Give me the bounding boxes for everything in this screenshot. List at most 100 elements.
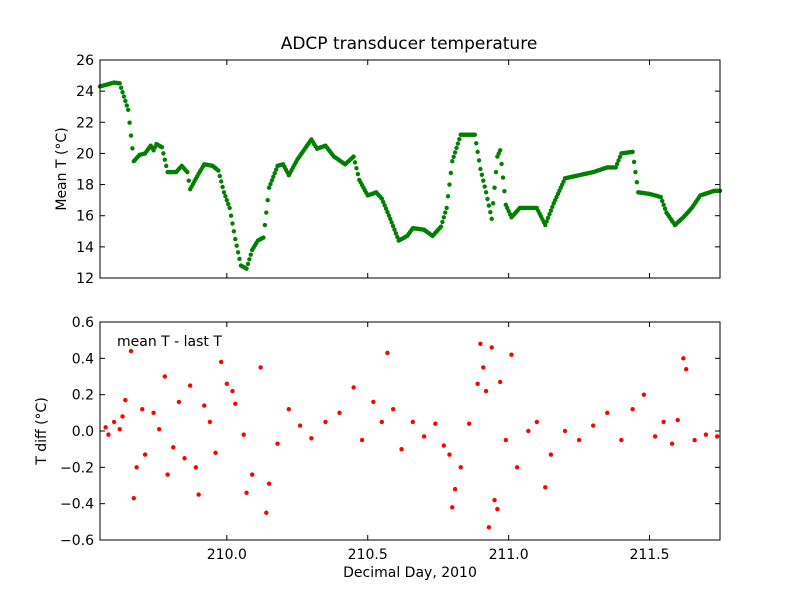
top-point xyxy=(490,201,496,206)
bottom-point xyxy=(156,426,162,432)
bottom-point xyxy=(176,399,182,405)
top-axes-frame xyxy=(99,59,721,279)
top-point xyxy=(633,169,638,175)
top-point xyxy=(233,236,238,242)
top-point xyxy=(248,252,253,257)
top-point xyxy=(440,219,445,225)
bottom-point xyxy=(309,436,314,441)
top-point xyxy=(383,206,389,211)
bottom-point xyxy=(458,465,463,470)
top-point xyxy=(164,163,169,169)
bottom-xtick-label: 211.0 xyxy=(489,547,529,563)
bottom-point xyxy=(111,419,117,425)
top-point xyxy=(389,220,394,225)
bottom-point xyxy=(385,350,390,356)
top-point xyxy=(613,165,618,170)
bottom-point xyxy=(275,441,280,446)
top-point xyxy=(393,231,399,236)
bottom-y-axis-title: T diff (°C) xyxy=(34,397,50,466)
top-point xyxy=(630,149,635,155)
x-axis-title: Decimal Day, 2010 xyxy=(343,565,477,581)
top-point xyxy=(474,141,479,146)
top-point xyxy=(386,213,392,218)
top-point xyxy=(662,206,668,211)
bottom-point xyxy=(661,419,666,425)
top-point xyxy=(162,157,168,162)
bottom-point xyxy=(286,407,292,412)
bottom-annotation: mean T - last T xyxy=(117,334,222,350)
bottom-point xyxy=(249,472,255,477)
bottom-point xyxy=(103,425,108,430)
top-point xyxy=(247,257,252,262)
top-point xyxy=(476,158,482,163)
bottom-point xyxy=(213,450,218,455)
top-point xyxy=(231,229,237,234)
top-point xyxy=(216,168,221,173)
top-point xyxy=(483,190,489,195)
top-point xyxy=(385,209,390,215)
top-point xyxy=(543,222,548,228)
top-point xyxy=(661,202,666,208)
top-point xyxy=(228,213,234,218)
top-ytick-label: 12 xyxy=(76,271,94,287)
top-point xyxy=(128,133,134,138)
top-panel: ADCP transducer temperature 12 14 16 18 20 22… xyxy=(54,34,723,287)
bottom-x-axis: 210.0 210.5 211.0 211.5 xyxy=(207,322,670,563)
bottom-point xyxy=(351,385,356,390)
bottom-point xyxy=(359,437,365,443)
top-point xyxy=(262,222,268,228)
top-point xyxy=(390,223,396,229)
bottom-point xyxy=(233,401,238,406)
top-point xyxy=(489,216,494,222)
bottom-point xyxy=(576,437,582,443)
bottom-point xyxy=(230,388,235,394)
bottom-point xyxy=(543,485,548,490)
bottom-point xyxy=(441,443,447,448)
bottom-point xyxy=(207,419,213,425)
top-point xyxy=(235,250,241,255)
top-point xyxy=(485,196,490,202)
top-point xyxy=(266,185,272,190)
top-point xyxy=(454,145,459,151)
top-point xyxy=(245,261,251,267)
bottom-point xyxy=(241,432,246,437)
bottom-point xyxy=(106,432,111,437)
top-point xyxy=(475,149,480,155)
bottom-point xyxy=(117,426,122,432)
top-point xyxy=(448,170,454,176)
bottom-point xyxy=(475,381,480,386)
bottom-point xyxy=(450,505,455,510)
bottom-point xyxy=(534,419,540,425)
bottom-ytick-label: −0.6 xyxy=(60,533,94,549)
bottom-point xyxy=(140,407,145,412)
top-point xyxy=(614,161,620,167)
bottom-point xyxy=(187,383,193,388)
top-ytick-label: 22 xyxy=(76,115,94,131)
top-point xyxy=(482,184,487,189)
top-point xyxy=(382,203,387,208)
top-point xyxy=(352,160,358,165)
chart-title: ADCP transducer temperature xyxy=(281,34,538,54)
bottom-point xyxy=(202,403,207,408)
top-point xyxy=(617,154,623,160)
top-point xyxy=(547,211,552,217)
top-point xyxy=(117,81,122,86)
top-point xyxy=(230,221,235,226)
top-point xyxy=(272,170,277,176)
top-point xyxy=(634,180,640,185)
top-point xyxy=(486,203,492,208)
bottom-point xyxy=(483,388,489,394)
bottom-point xyxy=(264,510,269,515)
bottom-point xyxy=(371,399,376,405)
top-point xyxy=(478,166,483,172)
top-point xyxy=(220,184,225,190)
top-point xyxy=(548,208,554,213)
top-point xyxy=(616,158,621,163)
top-point xyxy=(118,85,124,90)
bottom-point xyxy=(486,525,492,530)
bottom-point xyxy=(503,437,509,443)
top-point xyxy=(217,173,222,179)
top-point xyxy=(271,174,276,179)
bottom-point xyxy=(489,345,494,350)
